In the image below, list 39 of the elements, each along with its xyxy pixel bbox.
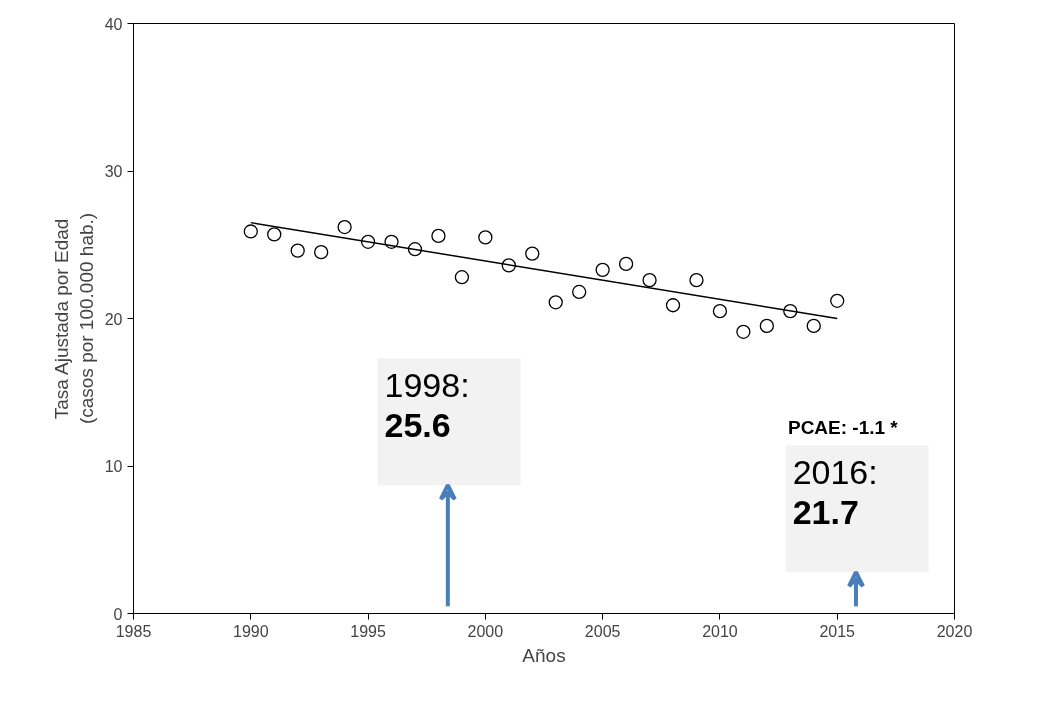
- x-tick-label: 1995: [350, 622, 386, 640]
- point: [572, 284, 587, 300]
- point: [736, 324, 751, 339]
- point: [290, 243, 305, 258]
- y-tick-label: 40: [104, 15, 123, 33]
- annotation: 1998: 25.6: [384, 365, 470, 445]
- point: [314, 244, 329, 260]
- y-tick-label: 30: [104, 163, 123, 180]
- point: [595, 262, 610, 277]
- annotation: 2016: 21.7: [792, 452, 878, 532]
- point: [712, 303, 728, 319]
- point: [525, 246, 540, 261]
- point: [267, 227, 282, 242]
- x-axis-title: Años: [522, 644, 566, 666]
- point: [806, 318, 821, 334]
- point: [830, 293, 845, 308]
- x-tick-label: 1990: [232, 622, 269, 640]
- y-tick-label: 10: [104, 458, 123, 475]
- point: [759, 318, 774, 334]
- x-tick-label: 2015: [819, 622, 856, 640]
- point: [243, 224, 258, 239]
- point: [454, 270, 470, 285]
- point: [337, 219, 352, 235]
- point: [642, 273, 657, 288]
- point: [618, 256, 634, 272]
- y-axis-title: Tasa Ajustada por Edad (casos por 100.000 hab.): [50, 212, 97, 425]
- x-tick-label: 2005: [584, 622, 621, 640]
- x-tick-label: 2000: [467, 622, 504, 640]
- y-tick-label: 0: [113, 605, 123, 623]
- y-tick-label: 20: [104, 310, 123, 328]
- point: [478, 230, 493, 245]
- point: [665, 298, 681, 313]
- annotation: PCAE: -1.1 *: [787, 417, 899, 439]
- x-tick-label: 1985: [115, 622, 152, 640]
- point: [689, 273, 704, 288]
- point: [431, 228, 446, 244]
- x-tick-label: 2010: [702, 622, 738, 640]
- x-tick-label: 2020: [936, 622, 973, 640]
- point: [548, 295, 563, 310]
